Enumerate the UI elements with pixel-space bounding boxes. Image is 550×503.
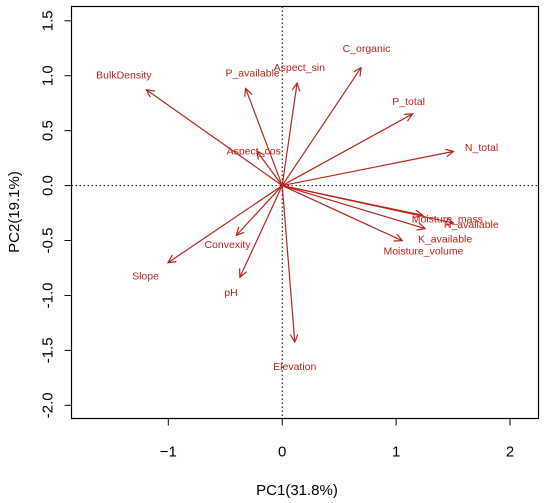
loading-arrow [281, 114, 412, 187]
y-tick-label: -2.0 [40, 392, 57, 418]
variable-label: Aspect_cos [227, 145, 281, 157]
loading-arrow [281, 185, 402, 241]
variable-label: K_available [418, 233, 472, 245]
y-tick-label: -0.5 [40, 228, 57, 254]
x-axis-title: PC1(31.8%) [256, 482, 338, 499]
loading-arrow [281, 83, 297, 186]
loading-arrow [240, 185, 283, 277]
variable-label: C_organic [343, 43, 391, 55]
x-axis: −1 0 1 2 [160, 418, 514, 461]
loading-arrow [282, 152, 453, 187]
y-tick-label: 0.5 [40, 120, 57, 141]
y-axis: -2.0 -1.5 -1.0 -0.5 0.0 0.5 1.0 1.5 [40, 10, 72, 418]
variable-label: pH [224, 287, 237, 299]
y-tick-label: 1.5 [40, 10, 57, 31]
variable-label: Moisture_mass [412, 214, 483, 226]
loading-arrow [282, 184, 453, 223]
variable-label: Slope [132, 271, 159, 283]
variable-label: N_total [465, 142, 498, 154]
reference-lines [71, 6, 539, 419]
y-tick-label: -1.0 [40, 283, 57, 309]
loading-arrow [147, 90, 283, 187]
loading-arrow [281, 68, 361, 186]
loading-arrow [282, 185, 424, 229]
loading-arrow [246, 89, 283, 186]
variable-label: BulkDensity [96, 70, 152, 82]
y-tick-label: 1.0 [40, 65, 57, 86]
variable-label: Moisture_volume [383, 245, 463, 257]
loading-arrow [257, 152, 283, 186]
loading-arrow [237, 185, 283, 235]
y-tick-label: -1.5 [40, 337, 57, 363]
variable-label: P_total [392, 96, 425, 108]
y-axis-title: PC2(19.1%) [6, 171, 23, 253]
variable-label: Convexity [204, 239, 251, 251]
y-tick-label: 0.0 [40, 175, 57, 196]
x-tick-label: 0 [278, 444, 286, 461]
variable-label: P_available [225, 67, 279, 79]
loading-vectors [147, 68, 453, 342]
variable-label: Elevation [273, 361, 316, 373]
x-tick-label: 1 [392, 444, 400, 461]
x-tick-label: 2 [506, 444, 514, 461]
plot-frame [70, 5, 540, 420]
variable-label: N_available [444, 219, 499, 231]
loading-arrow [281, 185, 295, 342]
x-tick-label: −1 [160, 444, 177, 461]
loading-arrow [168, 185, 283, 263]
variable-label: Aspect_sin [274, 62, 326, 74]
